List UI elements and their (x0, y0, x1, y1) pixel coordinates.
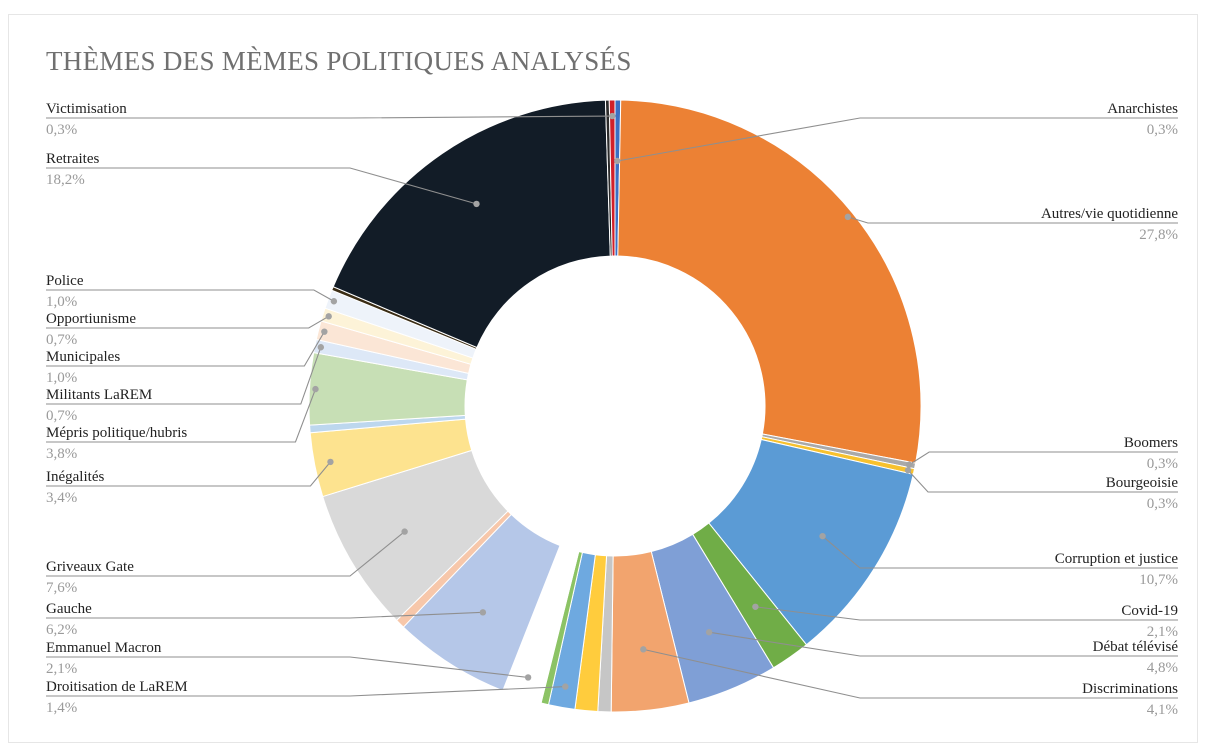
value-corruption-et-justice: 10,7% (1139, 572, 1178, 588)
leader-line-opportiunisme (46, 315, 329, 329)
label-mepris-politique-hubris: Mépris politique/hubris (46, 425, 187, 441)
label-bourgeoisie: Bourgeoisie (1106, 475, 1179, 491)
leader-line-emmanuel-macron (46, 656, 529, 678)
value-police: 1,0% (46, 294, 77, 310)
leader-line-covid-19 (755, 606, 1178, 621)
leader-dot-boomers (905, 461, 913, 468)
leader-line-inegalites (46, 461, 331, 487)
leader-dot-municipales (321, 328, 328, 335)
leader-dot-gauche (479, 609, 487, 616)
leader-dot-droitisation-de-larem (562, 683, 569, 690)
leader-line-debat-televise (709, 631, 1178, 657)
value-mepris-politique-hubris: 3,8% (46, 446, 77, 462)
label-victimisation: Victimisation (46, 101, 127, 117)
label-opportiunisme: Opportiunisme (46, 311, 136, 327)
value-militants-larem: 0,7% (46, 408, 77, 424)
slice-retraites (332, 99, 611, 349)
leader-line-griveaux-gate (46, 531, 405, 577)
label-discriminations: Discriminations (1082, 681, 1178, 697)
leader-dot-opportiunisme (325, 313, 332, 320)
leader-dot-mepris-politique-hubris (312, 385, 319, 393)
label-gauche: Gauche (46, 601, 92, 617)
leader-line-boomers (908, 451, 1178, 466)
leader-line-retraites (46, 167, 477, 205)
leader-line-municipales (46, 331, 325, 367)
value-emmanuel-macron: 2,1% (46, 661, 77, 677)
label-autres-vie-quotidienne: Autres/vie quotidienne (1041, 206, 1178, 222)
leader-line-militants-larem (46, 347, 322, 405)
value-debat-televise: 4,8% (1147, 660, 1178, 676)
leader-line-discriminations (643, 648, 1178, 699)
value-bourgeoisie: 0,3% (1147, 496, 1178, 512)
label-emmanuel-macron: Emmanuel Macron (46, 640, 162, 656)
value-opportiunisme: 0,7% (46, 332, 77, 348)
leader-line-mepris-politique-hubris (46, 388, 316, 443)
chart-title: THÈMES DES MÈMES POLITIQUES ANALYSÉS (46, 46, 632, 76)
slice-autres-vie-quotidienne (617, 99, 922, 464)
slice-victimisation (608, 99, 616, 257)
label-militants-larem: Militants LaREM (46, 387, 152, 403)
leader-dot-inegalites (327, 458, 334, 466)
slice-labels: Anarchistes 0,3% Autres/vie quotidienne 27,… (46, 101, 1178, 718)
value-autres-vie-quotidienne: 27,8% (1139, 227, 1178, 243)
leader-line-autres-vie-quotidienne (847, 216, 1178, 224)
leader-dot-militants-larem (317, 344, 325, 351)
value-boomers: 0,3% (1147, 456, 1178, 472)
leader-dot-discriminations (640, 646, 647, 653)
value-covid-19: 2,1% (1147, 624, 1178, 640)
value-griveaux-gate: 7,6% (46, 580, 77, 596)
leader-dot-griveaux-gate (401, 528, 408, 535)
leader-line-corruption-et-justice (822, 535, 1178, 569)
label-griveaux-gate: Griveaux Gate (46, 559, 134, 575)
value-inegalites: 3,4% (46, 490, 77, 506)
leader-dot-retraites (473, 200, 480, 208)
leader-dot-bourgeoisie (904, 467, 912, 474)
value-retraites: 18,2% (46, 172, 85, 188)
label-covid-19: Covid-19 (1121, 603, 1178, 619)
leader-dot-autres-vie-quotidienne (844, 213, 852, 221)
label-droitisation-de-larem: Droitisation de LaREM (46, 679, 188, 695)
label-municipales: Municipales (46, 349, 120, 365)
leader-line-gauche (46, 611, 483, 619)
slice-corruption-et-justice (708, 438, 914, 646)
label-debat-televise: Débat télévisé (1093, 639, 1179, 655)
leader-dot-debat-televise (705, 629, 713, 636)
donut-slices (308, 99, 922, 713)
leader-dot-corruption-et-justice (819, 532, 826, 540)
leader-line-police (46, 289, 335, 302)
value-anarchistes: 0,3% (1147, 122, 1178, 138)
label-retraites: Retraites (46, 151, 99, 167)
label-boomers: Boomers (1124, 435, 1178, 451)
leader-line-droitisation-de-larem (46, 686, 566, 697)
leader-dot-covid-19 (752, 603, 759, 610)
leader-dot-police (330, 298, 338, 305)
value-gauche: 6,2% (46, 622, 77, 638)
leader-dot-emmanuel-macron (524, 674, 532, 681)
value-victimisation: 0,3% (46, 122, 77, 138)
leader-line-bourgeoisie (907, 469, 1178, 493)
value-discriminations: 4,1% (1147, 702, 1178, 718)
label-police: Police (46, 273, 84, 289)
leader-dot-victimisation (609, 112, 616, 120)
value-municipales: 1,0% (46, 370, 77, 386)
value-droitisation-de-larem: 1,4% (46, 700, 77, 716)
leader-dot-anarchistes (614, 157, 621, 165)
label-anarchistes: Anarchistes (1107, 101, 1178, 117)
leader-line-victimisation (46, 115, 613, 119)
leader-line-anarchistes (617, 117, 1178, 162)
label-inegalites: Inégalités (46, 469, 104, 485)
label-corruption-et-justice: Corruption et justice (1055, 551, 1179, 567)
